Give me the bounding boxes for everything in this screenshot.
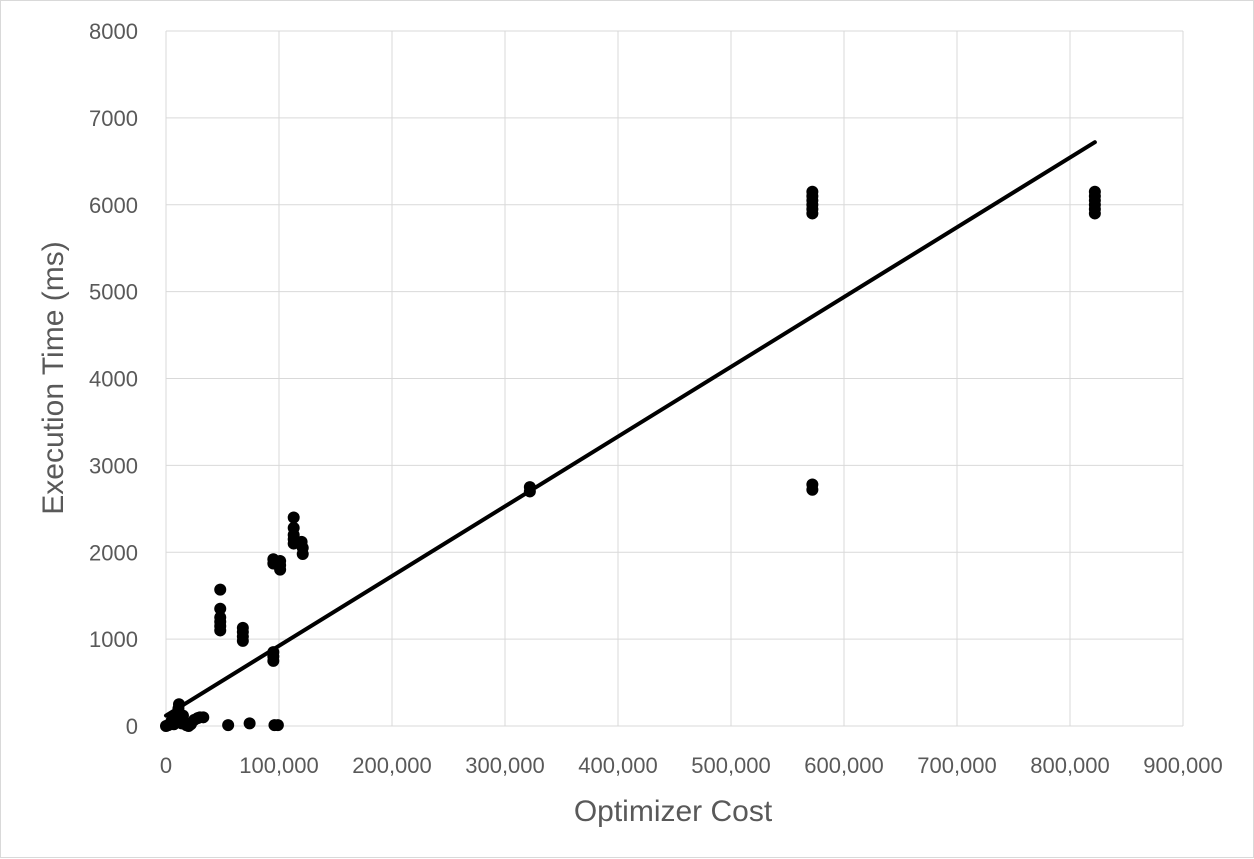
- x-tick-label: 400,000: [578, 753, 658, 778]
- y-tick-label: 2000: [89, 540, 138, 565]
- data-point: [214, 583, 227, 596]
- x-tick-label: 200,000: [352, 753, 432, 778]
- data-point: [243, 717, 256, 730]
- y-tick-labels: 0 1000 2000 3000 4000 5000 6000 7000 8000: [89, 19, 138, 739]
- points-layer: [160, 185, 1101, 732]
- data-point: [222, 719, 235, 732]
- x-axis-title: Optimizer Cost: [574, 795, 773, 828]
- data-point: [274, 563, 287, 576]
- data-point: [214, 624, 227, 637]
- x-tick-labels: 0 100,000 200,000 300,000 400,000 500,000 600,…: [160, 753, 1223, 778]
- x-tick-label: 600,000: [804, 753, 884, 778]
- y-tick-label: 0: [126, 714, 138, 739]
- trendline-layer: [164, 140, 1097, 718]
- data-point: [267, 654, 280, 667]
- y-tick-label: 8000: [89, 19, 138, 44]
- data-point: [197, 711, 210, 724]
- y-tick-label: 6000: [89, 193, 138, 218]
- x-tick-label: 500,000: [691, 753, 771, 778]
- y-axis-title: Execution Time (ms): [37, 241, 70, 514]
- y-tick-label: 1000: [89, 627, 138, 652]
- data-point: [214, 602, 227, 615]
- data-point: [271, 719, 284, 732]
- data-point: [172, 698, 185, 711]
- y-tick-label: 5000: [89, 280, 138, 305]
- x-tick-label: 900,000: [1143, 753, 1223, 778]
- x-tick-label: 800,000: [1030, 753, 1110, 778]
- y-tick-label: 3000: [89, 453, 138, 478]
- y-tick-label: 4000: [89, 367, 138, 392]
- data-point: [523, 485, 536, 498]
- data-point: [287, 511, 300, 524]
- y-tick-label: 7000: [89, 106, 138, 131]
- data-point: [1088, 207, 1101, 220]
- data-point: [236, 634, 249, 647]
- x-tick-label: 100,000: [239, 753, 319, 778]
- x-tick-label: 700,000: [917, 753, 997, 778]
- trendline: [164, 140, 1097, 718]
- gridlines: [165, 30, 1184, 727]
- x-tick-label: 300,000: [465, 753, 545, 778]
- data-point: [296, 547, 309, 560]
- data-point: [806, 483, 819, 496]
- x-tick-label: 0: [160, 753, 172, 778]
- data-point: [806, 207, 819, 220]
